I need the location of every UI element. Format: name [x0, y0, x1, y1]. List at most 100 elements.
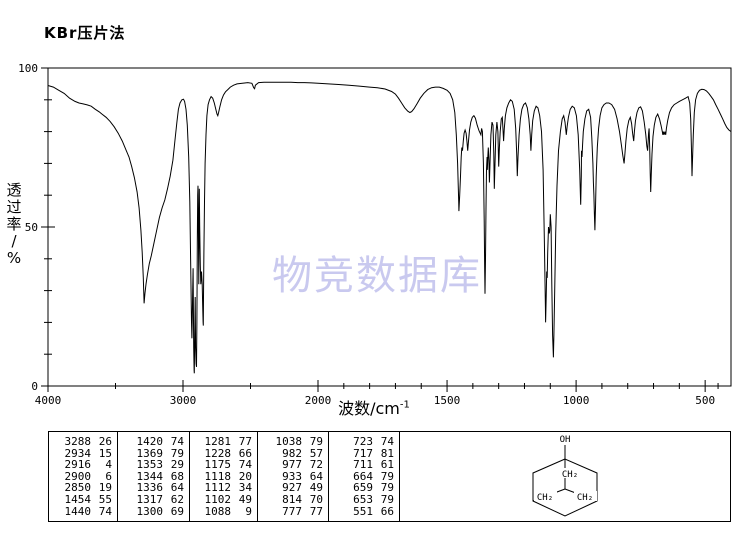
- peak-transmittance: 26: [98, 435, 112, 448]
- page-title: KBr压片法: [44, 24, 126, 42]
- peak-table-column: 3288 26 2934 15 2916 4 2900 6 2850 19 1454 55 1440 74: [49, 432, 118, 521]
- peak-row: 1102 49: [190, 494, 257, 506]
- x-tick-label: 3000: [170, 394, 197, 407]
- peak-wavenumber: 2900: [64, 469, 92, 483]
- peak-wavenumber: 1088: [204, 504, 232, 518]
- peak-wavenumber: 1281: [204, 435, 232, 448]
- peak-row: 1228 66: [190, 446, 257, 460]
- x-axis-label-exponent: -1: [399, 399, 410, 411]
- peak-transmittance: 74: [380, 435, 394, 448]
- peak-wavenumber: 1420: [136, 435, 164, 448]
- peak-wavenumber: 1300: [136, 504, 164, 518]
- x-tick-label: 4000: [35, 394, 62, 407]
- peak-wavenumber: 723: [353, 435, 373, 448]
- x-tick-label: 2000: [305, 394, 332, 407]
- peak-wavenumber: 982: [282, 446, 302, 460]
- y-axis-label-char: 过: [6, 198, 22, 216]
- peak-wavenumber: 777: [282, 504, 302, 518]
- peak-row: 3288 26: [49, 436, 117, 448]
- peak-transmittance: 79: [170, 446, 184, 460]
- peak-row: 1175 74: [190, 459, 257, 471]
- peak-transmittance: 34: [238, 481, 252, 495]
- peak-row: 933 64: [258, 471, 328, 483]
- structure-cell: OH CH₂ CH₂ CH₂: [400, 432, 730, 521]
- label-mask: [574, 490, 597, 501]
- peak-wavenumber: 664: [353, 469, 373, 483]
- peak-row: 723 74: [329, 436, 399, 448]
- peak-transmittance: 6: [105, 469, 112, 483]
- peak-row: 717 81: [329, 446, 399, 460]
- peak-wavenumber: 1228: [204, 446, 232, 460]
- peak-wavenumber: 551: [353, 504, 373, 518]
- peak-wavenumber: 1440: [64, 504, 92, 518]
- peak-wavenumber: 1118: [204, 469, 232, 483]
- peak-transmittance: 62: [170, 492, 184, 506]
- y-axis-label-char: 率: [6, 215, 22, 233]
- peak-row: 814 70: [258, 494, 328, 506]
- peak-row: 2916 4: [49, 459, 117, 471]
- label-mask: [534, 490, 557, 501]
- peak-transmittance: 55: [98, 492, 112, 506]
- peak-wavenumber: 2916: [64, 458, 92, 472]
- ch2-label: CH₂: [537, 493, 553, 503]
- peak-transmittance: 29: [170, 458, 184, 472]
- peak-wavenumber: 1317: [136, 492, 164, 506]
- peak-transmittance: 68: [170, 469, 184, 483]
- plot-frame: [47, 67, 732, 387]
- y-tick-label: 50: [25, 221, 38, 234]
- peak-transmittance: 66: [238, 446, 252, 460]
- x-tick-label: 500: [695, 394, 715, 407]
- peak-transmittance: 81: [380, 446, 394, 460]
- label-mask: [559, 467, 582, 478]
- peak-transmittance: 70: [309, 492, 323, 506]
- peak-row: 982 57: [258, 446, 328, 460]
- peak-transmittance: 74: [170, 435, 184, 448]
- peak-table-column: 1281 77 1228 66 1175 74 1118 20 1112 34 1102 49 1088…: [190, 432, 258, 521]
- x-axis-label: 波数/cm-1: [338, 399, 410, 418]
- y-tick-label: 0: [31, 380, 38, 393]
- x-tick-label: 1000: [563, 394, 590, 407]
- peak-table-column: 1420 74 1369 79 1353 29 1344 68 1336 64 1317 62 1300…: [118, 432, 190, 521]
- ch2-label: CH₂: [577, 493, 593, 503]
- peak-wavenumber: 814: [282, 492, 302, 506]
- x-tick-label: 1500: [434, 394, 461, 407]
- spectrum-curve: [47, 81, 732, 374]
- peak-table-column: 723 74 717 81 711 61 664 79 659 79 653 79 551 66: [329, 432, 400, 521]
- watermark: 物竞数据库: [272, 253, 482, 299]
- peak-row: 1112 34: [190, 482, 257, 494]
- peak-table: 3288 26 2934 15 2916 4 2900 6 2850 19 1454 55 1440 74…: [48, 431, 731, 522]
- peak-row: 659 79: [329, 482, 399, 494]
- y-axis-label-char: %: [6, 249, 22, 267]
- peak-wavenumber: 653: [353, 492, 373, 506]
- peak-wavenumber: 2850: [64, 481, 92, 495]
- peak-row: 653 79: [329, 494, 399, 506]
- peak-wavenumber: 1175: [204, 458, 232, 472]
- peak-row: 1317 62: [118, 494, 189, 506]
- peak-row: 1369 79: [118, 446, 189, 460]
- peak-transmittance: 79: [380, 469, 394, 483]
- peak-transmittance: 74: [238, 458, 252, 472]
- peak-wavenumber: 1454: [64, 492, 92, 506]
- peak-table-column: 1038 79 982 57 977 72 933 64 927 49 814 70 777 77: [258, 432, 329, 521]
- peak-transmittance: 9: [245, 504, 252, 518]
- peak-wavenumber: 1112: [204, 481, 232, 495]
- peak-transmittance: 4: [105, 458, 112, 472]
- peak-wavenumber: 1353: [136, 458, 164, 472]
- peak-row: 1336 64: [118, 482, 189, 494]
- peak-wavenumber: 711: [353, 458, 373, 472]
- peak-row: 1038 79: [258, 436, 328, 448]
- peak-row: 2850 19: [49, 482, 117, 494]
- peak-row: 1088 9: [190, 504, 257, 518]
- peak-row: 2900 6: [49, 471, 117, 483]
- oh-label: OH: [560, 435, 571, 445]
- peak-row: 777 77: [258, 504, 328, 518]
- peak-transmittance: 20: [238, 469, 252, 483]
- peak-transmittance: 79: [309, 435, 323, 448]
- peak-wavenumber: 1344: [136, 469, 164, 483]
- peak-transmittance: 77: [309, 504, 323, 518]
- peak-transmittance: 57: [309, 446, 323, 460]
- peak-wavenumber: 927: [282, 481, 302, 495]
- peak-transmittance: 49: [309, 481, 323, 495]
- peak-transmittance: 72: [309, 458, 323, 472]
